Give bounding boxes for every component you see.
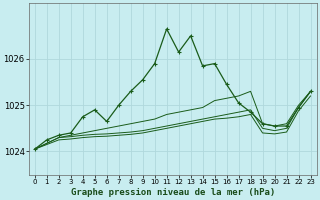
X-axis label: Graphe pression niveau de la mer (hPa): Graphe pression niveau de la mer (hPa) xyxy=(70,188,275,197)
